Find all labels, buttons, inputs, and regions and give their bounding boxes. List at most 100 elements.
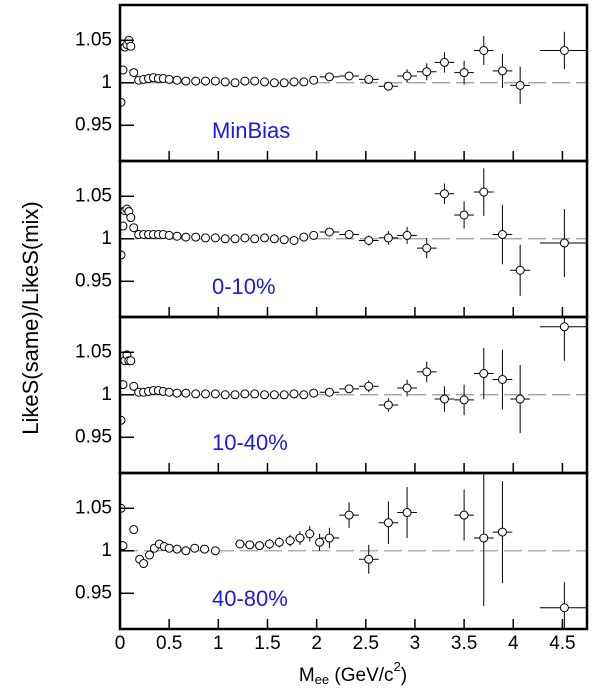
y-tick-label: 1.05 xyxy=(75,185,112,206)
data-point xyxy=(422,243,432,253)
data-point xyxy=(422,67,432,77)
data-point xyxy=(250,234,260,244)
data-point xyxy=(402,71,412,81)
data-point xyxy=(364,235,374,245)
data-point xyxy=(191,389,201,399)
data-point xyxy=(364,554,374,564)
data-point xyxy=(279,235,289,245)
data-point xyxy=(269,78,279,88)
data-point xyxy=(299,390,309,400)
data-point xyxy=(299,77,309,87)
x-label-part: ) xyxy=(401,665,407,686)
data-point xyxy=(279,78,289,88)
data-point xyxy=(459,510,469,520)
x-label-part: (GeV/c xyxy=(329,665,393,686)
y-tick-label: 0.95 xyxy=(75,426,112,447)
data-point xyxy=(230,234,240,244)
data-point xyxy=(279,390,289,400)
data-point xyxy=(230,390,240,400)
data-point xyxy=(240,76,250,86)
data-point xyxy=(120,221,128,231)
data-point xyxy=(220,390,230,400)
y-tick-label: 1.05 xyxy=(75,497,112,518)
data-point xyxy=(383,233,393,243)
y-tick-label: 1 xyxy=(101,384,112,405)
data-point xyxy=(164,230,174,240)
y-axis-label: LikeS(same)/LikeS(mix) xyxy=(18,201,43,435)
y-tick-label: 1 xyxy=(101,540,112,561)
data-point xyxy=(402,508,412,518)
panel-label: 40-80% xyxy=(212,586,288,611)
data-point xyxy=(269,390,279,400)
data-point xyxy=(181,76,191,86)
panel-plot xyxy=(120,31,587,107)
data-point xyxy=(220,234,230,244)
x-tick-label: 1 xyxy=(213,633,224,654)
data-point xyxy=(439,394,449,404)
data-point xyxy=(315,537,325,547)
data-point xyxy=(210,546,220,556)
data-point xyxy=(264,539,274,549)
data-point xyxy=(497,374,507,384)
data-point xyxy=(172,544,182,554)
data-point xyxy=(559,603,569,613)
data-point xyxy=(210,76,220,86)
data-point xyxy=(289,235,299,245)
x-tick-label: 4 xyxy=(508,633,519,654)
data-point xyxy=(479,533,489,543)
data-point xyxy=(129,525,139,535)
x-tick-label: 3 xyxy=(410,633,421,654)
data-point xyxy=(364,74,374,84)
data-point xyxy=(129,223,139,233)
data-point xyxy=(210,389,220,399)
data-point xyxy=(402,383,412,393)
data-point xyxy=(559,45,569,55)
data-point xyxy=(120,65,128,75)
data-point xyxy=(240,389,250,399)
x-label-sup: 2 xyxy=(394,659,401,674)
panel-frame xyxy=(118,471,589,631)
data-point xyxy=(289,389,299,399)
data-point xyxy=(344,230,354,240)
data-point xyxy=(515,80,525,90)
data-point xyxy=(479,187,489,197)
x-axis-label: Mee (GeV/c2) xyxy=(299,659,407,687)
data-point xyxy=(250,389,260,399)
data-point xyxy=(295,533,305,543)
data-point xyxy=(126,356,136,366)
data-point xyxy=(129,381,139,391)
data-point xyxy=(210,233,220,243)
x-tick-label: 0.5 xyxy=(156,633,182,654)
data-point xyxy=(497,230,507,240)
data-point xyxy=(172,75,182,85)
data-point xyxy=(344,384,354,394)
x-tick-label: 2 xyxy=(311,633,322,654)
data-point xyxy=(172,231,182,241)
data-point xyxy=(260,233,270,243)
data-point xyxy=(255,541,265,551)
data-point xyxy=(344,510,354,520)
data-point xyxy=(402,230,412,240)
data-point xyxy=(126,41,136,51)
data-point xyxy=(164,74,174,84)
data-point xyxy=(250,76,260,86)
data-point xyxy=(479,369,489,379)
data-point xyxy=(309,230,319,240)
x-tick-label: 1.5 xyxy=(254,633,280,654)
data-point xyxy=(309,388,319,398)
x-label-part: M xyxy=(299,665,315,686)
x-tick-label: 0 xyxy=(115,633,126,654)
data-point xyxy=(364,381,374,391)
data-point xyxy=(181,232,191,242)
data-point xyxy=(191,232,201,242)
y-tick-label: 0.95 xyxy=(75,114,112,135)
y-tick-label: 1.05 xyxy=(75,29,112,50)
data-point xyxy=(515,394,525,404)
panel-plot xyxy=(120,168,587,296)
data-point xyxy=(305,529,315,539)
data-point xyxy=(274,537,284,547)
data-point xyxy=(559,238,569,248)
panel-label: MinBias xyxy=(212,118,290,143)
data-point xyxy=(459,68,469,78)
